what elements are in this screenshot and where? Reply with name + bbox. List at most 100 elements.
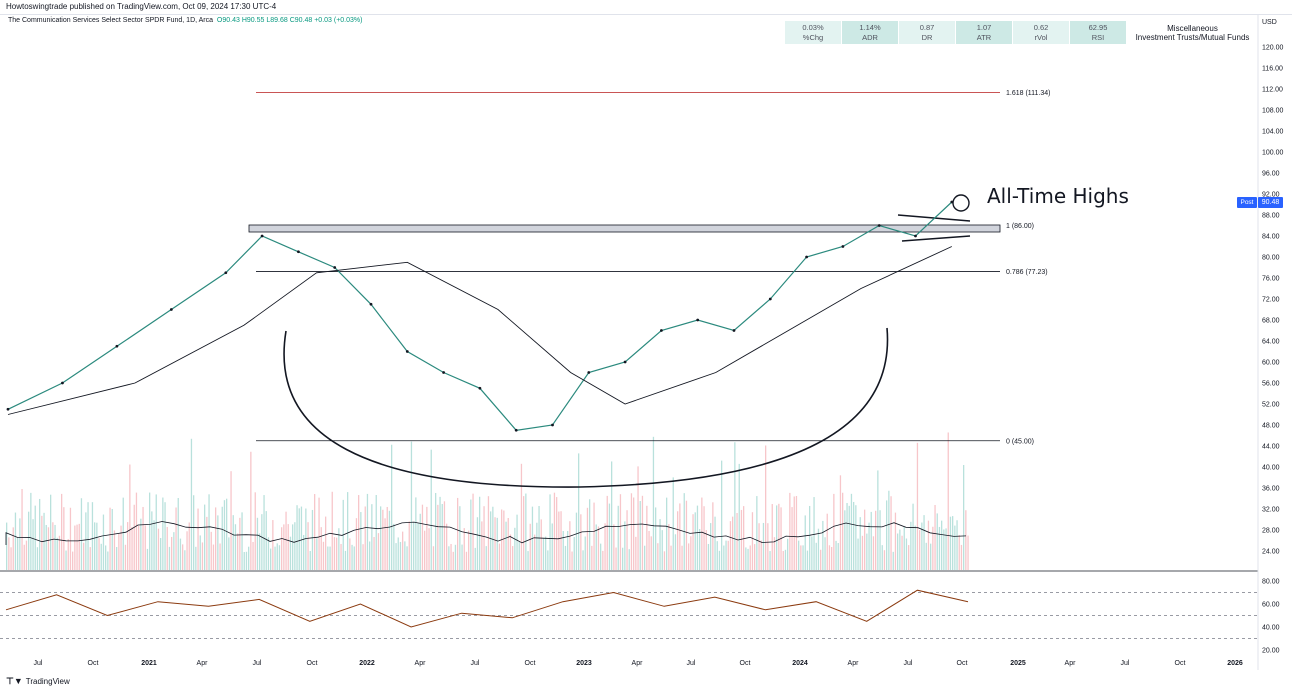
volume-bar — [358, 495, 360, 570]
volume-bar — [714, 516, 716, 570]
volume-bar — [391, 444, 393, 570]
volume-bar — [784, 549, 787, 570]
volume-bar — [261, 514, 263, 570]
volume-bar — [767, 523, 769, 570]
volume-bar — [659, 519, 661, 570]
volume-bar — [408, 521, 410, 570]
volume-bar — [325, 516, 327, 570]
volume-bar — [377, 533, 380, 570]
price-tick-label: 28.00 — [1262, 528, 1280, 535]
volume-bar — [853, 501, 855, 570]
volume-bar — [635, 536, 637, 570]
volume-bar — [575, 512, 578, 570]
volume-bar — [8, 537, 10, 570]
volume-bar — [868, 522, 870, 570]
price-tick-label: 96.00 — [1262, 171, 1280, 178]
post-badge: Post — [1237, 197, 1257, 208]
time-tick-label: 2024 — [792, 660, 808, 667]
time-tick-label: Apr — [848, 660, 860, 667]
volume-bar — [96, 522, 98, 570]
volume-bar — [144, 525, 146, 570]
price-point — [442, 371, 445, 374]
volume-bar — [861, 535, 864, 570]
volume-bar — [443, 501, 446, 570]
volume-ma-line — [5, 521, 967, 545]
time-tick-label: Oct — [1175, 660, 1186, 667]
volume-bar — [362, 544, 364, 570]
fib-level-label: 0.786 (77.23) — [1006, 269, 1048, 276]
currency-label[interactable]: USD — [1262, 19, 1277, 26]
volume-bar — [859, 517, 861, 570]
volume-bar — [771, 504, 773, 570]
volume-bar — [567, 530, 569, 570]
volume-bar — [670, 545, 672, 570]
volume-bar — [727, 540, 729, 570]
volume-bar — [197, 508, 199, 570]
price-point — [369, 302, 373, 306]
volume-bar — [201, 542, 204, 570]
volume-bar — [789, 492, 791, 570]
volume-bar — [14, 512, 17, 570]
volume-bar — [259, 533, 261, 570]
volume-bar — [685, 500, 688, 570]
volume-bar — [890, 496, 892, 570]
price-point — [660, 329, 663, 332]
volume-bar — [109, 507, 111, 570]
volume-bar — [437, 504, 439, 570]
volume-bar — [516, 514, 518, 570]
volume-bar — [833, 493, 835, 570]
time-tick-label: 2025 — [1010, 660, 1026, 667]
volume-bar — [820, 549, 822, 570]
volume-bar — [177, 497, 179, 570]
volume-bar — [311, 509, 314, 570]
volume-bar — [586, 507, 589, 570]
volume-bar — [580, 514, 582, 570]
volume-bar — [364, 506, 366, 570]
price-tick-label: 64.00 — [1262, 339, 1280, 346]
volume-bar — [265, 511, 267, 570]
volume-bar — [421, 504, 424, 570]
volume-bar — [450, 543, 452, 570]
ohlc-values: O90.43 H90.55 L89.68 C90.48 +0.03 (+0.03… — [216, 17, 363, 24]
volume-bar — [415, 497, 417, 570]
stat-adr: 1.14% ADR — [842, 21, 898, 44]
symbol-legend[interactable]: The Communication Services Select Sector… — [8, 17, 362, 24]
volume-bar — [912, 503, 914, 570]
price-point — [587, 371, 591, 374]
volume-bar — [382, 509, 384, 570]
volume-bar — [162, 497, 164, 570]
volume-bar — [787, 538, 789, 570]
volume-bar — [960, 544, 963, 570]
volume-bar — [61, 493, 63, 570]
volume-bar — [558, 511, 560, 570]
price-tick-label: 40.00 — [1262, 465, 1280, 472]
tradingview-footer[interactable]: ⊤▼ TradingView — [6, 676, 70, 687]
price-tick-label: 116.00 — [1262, 66, 1283, 73]
price-tick-label: 44.00 — [1262, 444, 1280, 451]
volume-bar — [894, 512, 897, 570]
volume-bar — [679, 503, 681, 570]
volume-bar — [289, 536, 292, 570]
volume-bar — [857, 538, 859, 570]
volume-bar — [74, 525, 76, 570]
volume-bar — [476, 517, 479, 570]
volume-bar — [831, 547, 833, 570]
volume-bar — [320, 527, 322, 570]
volume-bar — [628, 549, 630, 570]
volume-bar — [611, 461, 613, 570]
volume-bar — [204, 504, 206, 570]
volume-bar — [439, 496, 441, 570]
volume-bar — [936, 513, 938, 570]
volume-bar — [371, 504, 373, 570]
volume-bar — [846, 503, 848, 570]
volume-bar — [934, 505, 936, 570]
volume-bar — [85, 512, 87, 570]
volume-bar — [272, 520, 274, 570]
price-tick-label: 52.00 — [1262, 402, 1280, 409]
volume-bar — [965, 510, 967, 570]
volume-bar — [217, 515, 219, 570]
volume-bar — [160, 538, 162, 570]
volume-bar — [56, 537, 58, 570]
volume-bar — [822, 520, 824, 570]
